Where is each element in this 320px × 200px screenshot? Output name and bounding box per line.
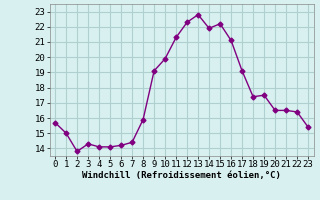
X-axis label: Windchill (Refroidissement éolien,°C): Windchill (Refroidissement éolien,°C) <box>82 171 281 180</box>
